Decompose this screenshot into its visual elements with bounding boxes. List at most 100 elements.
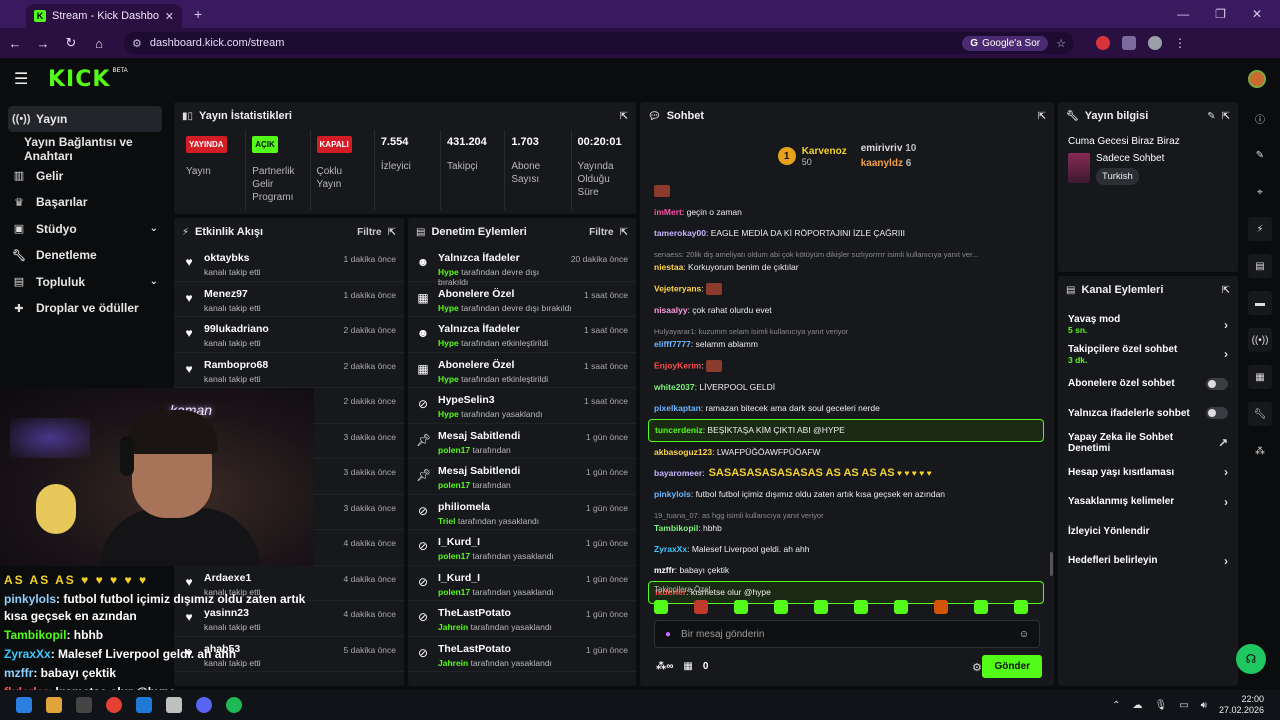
chat-username[interactable]: white2037 bbox=[654, 382, 695, 392]
chat-message[interactable] bbox=[648, 180, 1044, 202]
moderation-item[interactable]: ☻ Yalnızca İfadeler Hype tarafından devre … bbox=[408, 246, 636, 287]
activity-item[interactable]: ♥ oktaybks kanalı takip etti 1 dakika önce bbox=[174, 246, 404, 282]
chat-username[interactable]: Tambikopil bbox=[654, 523, 699, 533]
moderation-item[interactable]: 📌︎ Mesaj Sabitlendi polen17 tarafından 1 gü… bbox=[408, 459, 636, 495]
emote-icon[interactable] bbox=[734, 600, 748, 614]
channel-action-item[interactable]: Hedefleri belirleyin › bbox=[1058, 546, 1238, 576]
emote-icon[interactable] bbox=[974, 600, 988, 614]
chat-username[interactable]: akbasoguz123 bbox=[654, 447, 713, 457]
filter-button[interactable]: Filtre bbox=[357, 226, 382, 238]
volume-icon[interactable]: 🔊︎ bbox=[1200, 699, 1207, 711]
emote-icon[interactable] bbox=[774, 600, 788, 614]
moderation-item[interactable]: ⊘ I_Kurd_I polen17 tarafından yasaklandı 1 … bbox=[408, 566, 636, 601]
sidebar-item-achievements[interactable]: ♛ Başarılar bbox=[0, 189, 170, 216]
moderation-item[interactable]: 📌︎ Mesaj Sabitlendi polen17 tarafından 1 gü… bbox=[408, 424, 636, 459]
filter-button[interactable]: Filtre bbox=[589, 226, 614, 238]
back-icon[interactable]: ← bbox=[8, 35, 22, 51]
activity-username[interactable]: yasinn23 bbox=[204, 607, 249, 619]
chat-username[interactable]: Vejeteryans bbox=[654, 283, 702, 294]
mic-icon[interactable]: ● bbox=[665, 628, 672, 640]
sidebar-item-drops[interactable]: ✚ Droplar ve ödüller bbox=[0, 295, 170, 322]
chat-message[interactable]: pixelkaptan: ramazan bitecek ama dark so… bbox=[648, 398, 1044, 419]
popout-icon[interactable]: ⇱ bbox=[619, 226, 628, 238]
new-tab-icon[interactable]: + bbox=[194, 6, 203, 22]
channel-action-item[interactable]: Hesap yaşı kısıtlaması › bbox=[1058, 458, 1238, 488]
activity-item[interactable]: ♥ Ardaexe1 kanalı takip etti 4 dakika önce bbox=[174, 566, 404, 601]
popout-icon[interactable]: ⇱ bbox=[1037, 110, 1046, 122]
moderator-name[interactable]: polen17 bbox=[438, 586, 471, 597]
moderator-name[interactable]: Hype bbox=[438, 409, 459, 419]
windows-start-icon[interactable] bbox=[16, 697, 32, 713]
supporter-name[interactable]: kaanyldz bbox=[860, 158, 903, 169]
chat-message[interactable]: senaess: 20lik diş ameliyatı oldum abi ç… bbox=[648, 244, 1044, 278]
bookmark-star-icon[interactable]: ☆ bbox=[1056, 37, 1066, 50]
chat-username[interactable]: bayaromeer bbox=[654, 468, 703, 478]
sidebar-item-community[interactable]: ▤ Topluluk ⌄ bbox=[0, 269, 170, 296]
reply-context[interactable]: 19_tuana_07: as hgg isimli kullanıcıya y… bbox=[654, 511, 824, 520]
chat-icon[interactable]: ▬ bbox=[1248, 291, 1272, 315]
clock[interactable]: 22:00 27.02.2026 bbox=[1219, 694, 1264, 716]
sidebar-item-revenue[interactable]: ▥ Gelir bbox=[0, 163, 170, 190]
emote-icon[interactable] bbox=[1014, 600, 1028, 614]
popout-icon[interactable]: ⇱ bbox=[1221, 284, 1230, 296]
activity-username[interactable]: Ardaexe1 bbox=[204, 571, 252, 584]
extensions-icon[interactable]: ⁂ bbox=[1255, 445, 1265, 457]
info-icon[interactable]: ⓘ bbox=[1255, 114, 1265, 126]
activity-username[interactable]: 99lukadriano bbox=[204, 323, 269, 335]
popout-icon[interactable]: ⇱ bbox=[387, 226, 396, 238]
activity-username[interactable]: oktaybks bbox=[204, 252, 250, 264]
chat-message[interactable]: Hulyayarar1: kuzumm selam isimli kullanı… bbox=[648, 321, 1044, 355]
edit-icon[interactable]: ✎ bbox=[1207, 110, 1216, 122]
taskbar-app-icon[interactable] bbox=[76, 697, 92, 713]
chat-username[interactable]: elifff7777 bbox=[654, 339, 691, 349]
moderator-name[interactable]: Hype bbox=[438, 302, 459, 313]
layout-icon[interactable]: ▦ bbox=[1248, 365, 1272, 389]
chat-username[interactable]: niestaa bbox=[654, 262, 684, 272]
puzzle-icon[interactable] bbox=[1122, 36, 1136, 50]
chrome-icon[interactable] bbox=[106, 697, 122, 713]
emote-icon[interactable] bbox=[814, 600, 828, 614]
moderation-item[interactable]: ⊘ HypeSelin3 Hype tarafından yasaklandı 1 s… bbox=[408, 388, 636, 424]
sidebar-item-stream-key[interactable]: Yayın Bağlantısı ve Anahtarı bbox=[0, 135, 170, 163]
chat-username[interactable]: tuncerdeniz bbox=[655, 425, 703, 435]
chat-message[interactable]: nisaalyy: çok rahat olurdu evet bbox=[648, 300, 1044, 321]
edit-icon[interactable]: ✎ bbox=[1255, 149, 1265, 161]
chat-username[interactable]: EnjoyKerim bbox=[654, 360, 702, 371]
reply-context[interactable]: senaess: 20lik diş ameliyatı oldum abi ç… bbox=[654, 250, 979, 259]
activity-username[interactable]: ahab53 bbox=[204, 642, 241, 655]
toggle-switch[interactable] bbox=[1206, 377, 1228, 390]
moderator-name[interactable]: polen17 bbox=[438, 480, 471, 490]
activity-item[interactable]: ♥ 99lukadriano kanalı takip etti 2 dakika ö… bbox=[174, 317, 404, 353]
kick-logo[interactable]: KICK bbox=[48, 66, 111, 92]
emoji-icon[interactable]: ☺ bbox=[1018, 628, 1029, 640]
forward-icon[interactable]: → bbox=[36, 35, 50, 51]
activity-item[interactable]: ♥ Menez97 kanalı takip etti 1 dakika önce bbox=[174, 282, 404, 317]
moderation-item[interactable]: ☻ Yalnızca İfadeler Hype tarafından etkinl… bbox=[408, 317, 636, 353]
chat-scrollbar[interactable] bbox=[1050, 552, 1053, 576]
moderation-item[interactable]: ⊘ philiomela Triel tarafından yasaklandı 1 … bbox=[408, 495, 636, 530]
moderator-name[interactable]: Triel bbox=[438, 515, 456, 526]
help-headset-icon[interactable]: ☊ bbox=[1236, 644, 1266, 674]
emote-icon[interactable] bbox=[694, 600, 708, 614]
emote-icon[interactable] bbox=[854, 600, 868, 614]
chat-username[interactable]: fkderler bbox=[655, 587, 687, 597]
bolt-icon[interactable]: ⚡︎ bbox=[1248, 217, 1272, 241]
chat-message[interactable]: mzffr: babayı çektik bbox=[648, 560, 1044, 581]
supporter-name[interactable]: emirivriv bbox=[860, 143, 903, 154]
close-tab-icon[interactable]: ✕ bbox=[164, 10, 174, 23]
spotify-icon[interactable] bbox=[226, 697, 242, 713]
moderator-name[interactable]: Hype bbox=[438, 373, 459, 384]
extension-icon[interactable] bbox=[1096, 36, 1110, 50]
chat-username[interactable]: pinkylols bbox=[654, 489, 691, 499]
chat-username[interactable]: mzffr bbox=[654, 565, 675, 575]
hamburger-menu-icon[interactable]: ☰ bbox=[14, 71, 29, 88]
chat-username[interactable]: pixelkaptan bbox=[654, 403, 701, 413]
sidebar-item-stream[interactable]: ((•)) Yayın bbox=[8, 106, 162, 132]
activity-item[interactable]: ♥ yasinn23 kanalı takip etti 4 dakika önce bbox=[174, 601, 404, 637]
broadcast-icon[interactable]: ((•)) bbox=[1248, 328, 1272, 352]
browser-tab[interactable]: K Stream - Kick Dashboard ✕ bbox=[26, 4, 182, 28]
emote-icon[interactable] bbox=[894, 600, 908, 614]
chat-message[interactable]: ZyraxXx: Malesef Liverpool geldi. ah ahh bbox=[648, 539, 1044, 560]
chat-settings-icon[interactable]: ⚙ bbox=[972, 662, 982, 674]
focus-icon[interactable]: ⌖ bbox=[1257, 186, 1263, 198]
